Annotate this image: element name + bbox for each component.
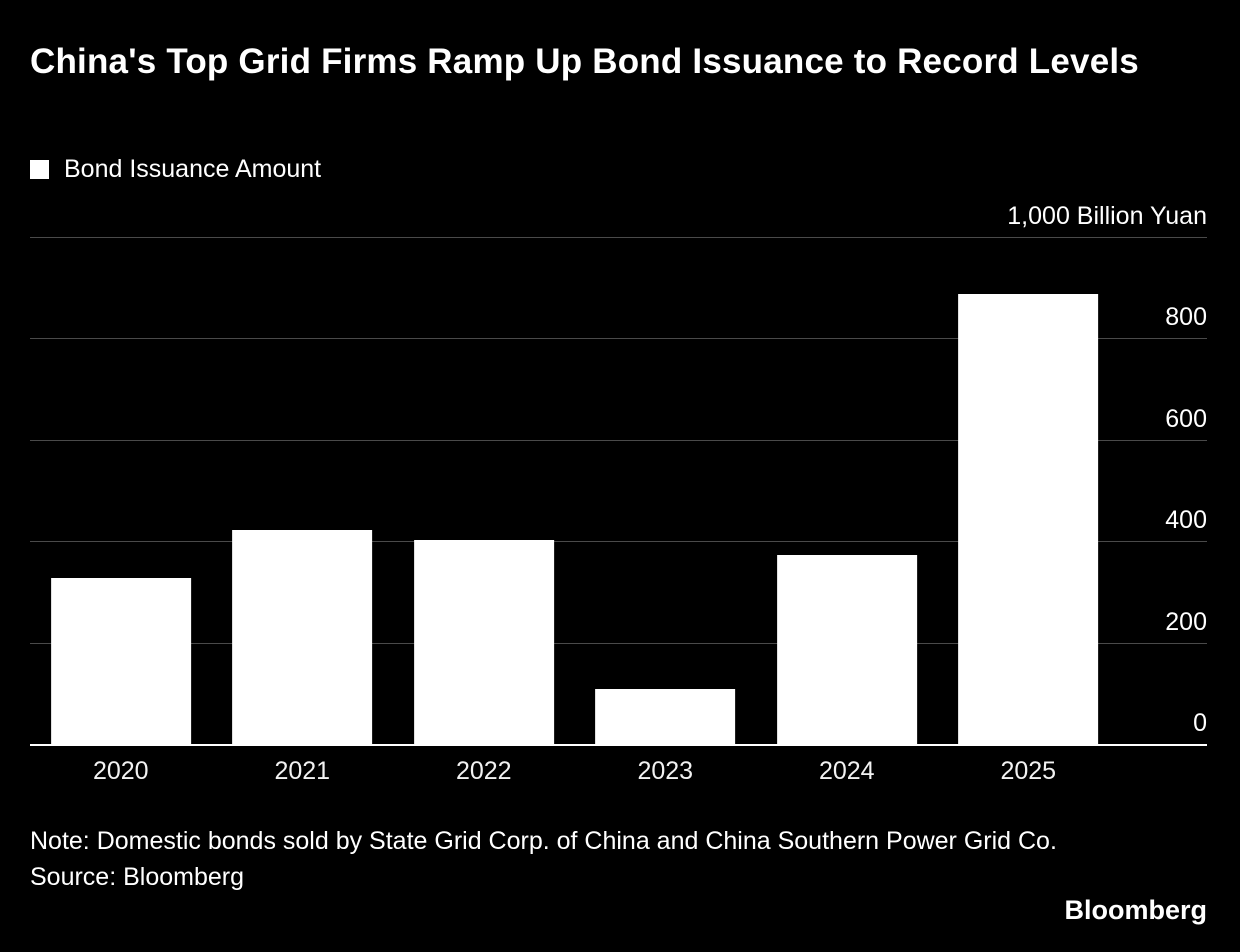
y-axis-tick-label: 400 bbox=[1165, 506, 1207, 535]
bar-slot bbox=[393, 238, 575, 745]
y-axis-tick-label: 600 bbox=[1165, 404, 1207, 433]
bar-slot bbox=[575, 238, 757, 745]
x-axis-label-2021: 2021 bbox=[274, 757, 331, 785]
bar-2022 bbox=[413, 539, 554, 745]
legend-swatch-icon bbox=[30, 160, 49, 179]
bar-2020 bbox=[50, 577, 191, 745]
y-axis-tick-label: 200 bbox=[1165, 607, 1207, 636]
footnote-source: Source: Bloomberg bbox=[30, 863, 245, 892]
chart-title: China's Top Grid Firms Ramp Up Bond Issu… bbox=[30, 42, 1139, 81]
y-axis-unit-label: 1,000 Billion Yuan bbox=[1007, 202, 1207, 230]
x-axis-label-2022: 2022 bbox=[455, 757, 512, 785]
x-axis-label-2024: 2024 bbox=[818, 757, 875, 785]
x-axis-label-2023: 2023 bbox=[637, 757, 694, 785]
bar-chart: 0 200 400 600 800 2020 2021 2022 2023 2024 2025 bbox=[30, 237, 1207, 784]
gridline bbox=[30, 541, 1207, 543]
gridline bbox=[30, 439, 1207, 441]
gridline bbox=[30, 642, 1207, 644]
bar-2023 bbox=[595, 689, 736, 745]
bar-slot bbox=[756, 238, 938, 745]
legend-label: Bond Issuance Amount bbox=[64, 155, 322, 183]
gridline bbox=[30, 237, 1207, 238]
x-axis-label-2025: 2025 bbox=[1000, 757, 1057, 785]
bloomberg-logo: Bloomberg bbox=[1064, 895, 1207, 925]
x-axis-label-2020: 2020 bbox=[92, 757, 149, 785]
footnote-note: Note: Domestic bonds sold by State Grid … bbox=[30, 827, 1057, 855]
bar-slot bbox=[212, 238, 394, 745]
y-axis-tick-label: 0 bbox=[1193, 709, 1207, 737]
bar-2024 bbox=[776, 554, 917, 745]
footnote: Note: Domestic bonds sold by State Grid … bbox=[30, 823, 1210, 896]
y-axis-tick-label: 800 bbox=[1165, 303, 1207, 332]
bar-slot bbox=[30, 238, 212, 745]
bar-2021 bbox=[232, 529, 373, 745]
bar-slot bbox=[938, 238, 1120, 745]
x-axis-labels: 2020 2021 2022 2023 2024 2025 bbox=[30, 759, 1119, 791]
bars-area bbox=[30, 238, 1119, 745]
bar-2025 bbox=[958, 293, 1099, 745]
gridline bbox=[30, 338, 1207, 340]
x-axis-baseline bbox=[30, 744, 1207, 746]
legend: Bond Issuance Amount bbox=[30, 155, 321, 184]
